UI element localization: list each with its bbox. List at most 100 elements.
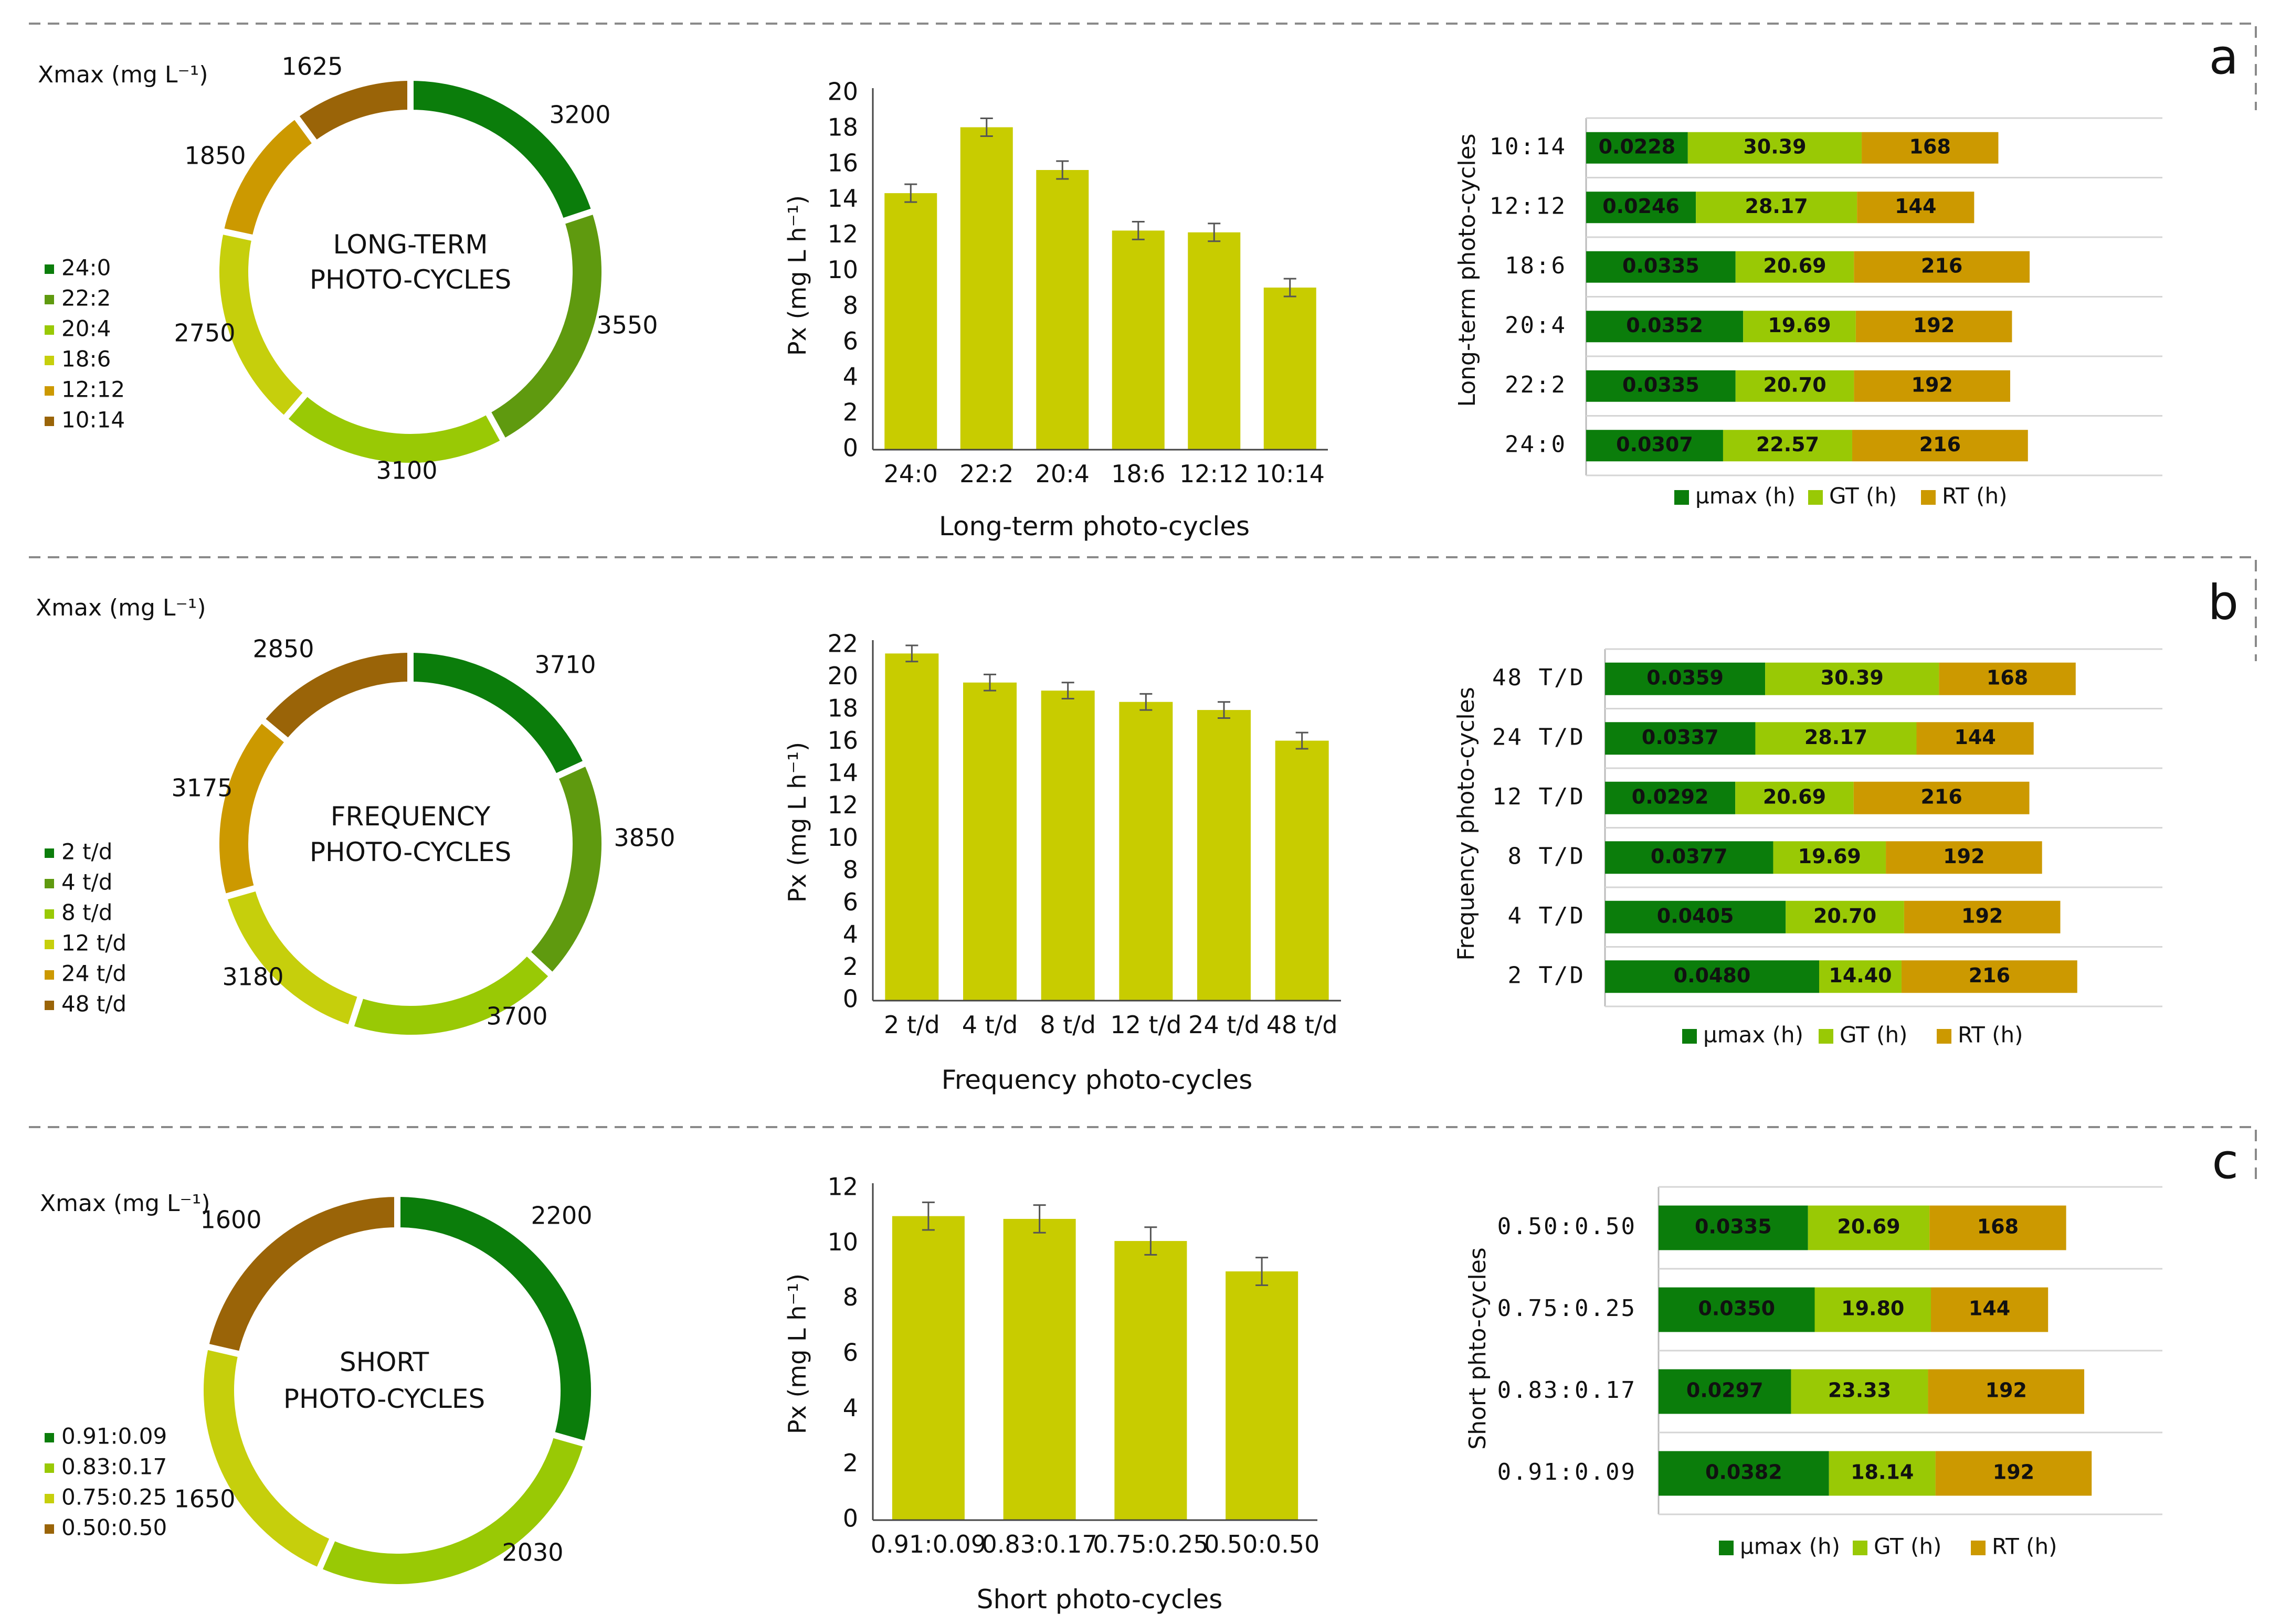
hbar-segment-label: 0.0405 [1657, 904, 1734, 927]
bar-0.83:0.17 [1003, 1218, 1076, 1520]
legend-swatch [45, 1001, 54, 1010]
legend-label: RT (h) [1942, 483, 2008, 509]
hbar-segment-label: 0.0292 [1632, 785, 1709, 808]
hbar-segment-mu [1586, 311, 1744, 343]
hbar-segment-gt [1814, 1287, 1931, 1332]
hbar-category-label: 8 T/D [1508, 843, 1585, 869]
hbar-segment-mu [1586, 370, 1736, 402]
donut-segment-12:12 [217, 111, 321, 242]
hbar-category-label: 2 T/D [1508, 962, 1585, 989]
legend-swatch [1674, 490, 1689, 505]
error-bar [1144, 1226, 1157, 1256]
donut-title-line-1: SHORT [340, 1347, 429, 1377]
bar-y-tick-label: 10 [827, 256, 858, 284]
hbar-segment-label: 19.69 [1768, 314, 1831, 337]
legend-swatch [45, 264, 54, 274]
legend-swatch [1719, 1541, 1734, 1555]
error-bar [1218, 701, 1230, 719]
donut-chart: Xmax (mg L⁻¹) 3200 3550 3100 2750 1850 1625 L… [38, 52, 658, 485]
donut-value-label: 2850 [252, 635, 314, 663]
bar-y-tick-label: 0 [843, 434, 858, 462]
error-bar [904, 183, 917, 203]
bar-2 t/d [885, 653, 939, 1001]
hbar-segment-gt [1735, 370, 1854, 402]
legend-swatch [45, 1494, 54, 1503]
donut-segment-20:4 [279, 388, 509, 469]
hbar-segment-label: 0.0359 [1646, 666, 1724, 689]
legend-swatch [1819, 1029, 1833, 1044]
bar-y-tick-label: 0 [843, 985, 858, 1013]
bar-y-tick-label: 0 [843, 1504, 858, 1533]
legend-swatch [45, 325, 54, 335]
error-bar [922, 1201, 935, 1231]
bar-0.50:0.50 [1226, 1271, 1298, 1520]
hbar-segment-label: 14.40 [1829, 964, 1892, 987]
bar-x-axis-label: Short photo-cycles [977, 1584, 1223, 1615]
bar-12 t/d [1119, 702, 1173, 1001]
hbar-segment-mu [1605, 662, 1766, 695]
donut-value-labels: 3200 3550 3100 2750 1850 1625 [174, 52, 658, 485]
bar-y-axis-label: Px (mg L h⁻¹) [783, 742, 811, 903]
stacked-bar-legend: µmax (h) GT (h) RT (h) [1719, 1534, 2057, 1559]
bar-y-tick-label: 10 [827, 1228, 858, 1256]
error-bar [984, 673, 996, 692]
bar-y-tick-label: 12 [827, 1173, 858, 1201]
legend-label: GT (h) [1829, 483, 1897, 509]
hbar-segment-rt [1855, 311, 2012, 343]
donut-title-line-2: PHOTO-CYCLES [310, 264, 511, 295]
legend-label: µmax (h) [1695, 483, 1796, 509]
hbar-segment-label: 192 [1913, 314, 1955, 337]
bar-y-tick-label: 2 [843, 1449, 858, 1477]
donut-title-line-2: PHOTO-CYCLES [283, 1384, 485, 1414]
legend-swatch [1921, 490, 1936, 505]
hbar-category-label: 0.75:0.25 [1497, 1295, 1636, 1322]
legend-label: 2 t/d [61, 839, 112, 865]
legend-swatch [45, 970, 54, 980]
error-bar [980, 118, 993, 137]
hbar-segment-rt [1854, 370, 2010, 402]
panel-a: a Xmax (mg L⁻¹) 3200 3550 3100 2750 1850 1625… [38, 29, 2239, 542]
error-bar [1132, 220, 1145, 240]
bar-48 t/d [1275, 740, 1329, 1001]
hbar-y-axis-label: Long-term photo-cycles [1454, 133, 1481, 407]
bar-x-tick-label: 0.75:0.25 [1093, 1530, 1208, 1558]
hbar-segment-label: 192 [1912, 373, 1953, 396]
hbar-category-label: 24 T/D [1492, 724, 1585, 750]
donut-value-label: 3100 [376, 457, 437, 485]
donut-value-label: 3850 [614, 824, 675, 852]
hbar-category-label: 4 T/D [1508, 903, 1585, 929]
donut-legend: 2 t/d 4 t/d 8 t/d 12 t/d 24 t/d 48 t/d [45, 839, 126, 1017]
hbar-segment-gt [1829, 1451, 1936, 1496]
bar-y-tick-label: 8 [843, 291, 858, 320]
bar-x-tick-label: 4 t/d [962, 1011, 1018, 1039]
donut-legend: 0.91:0.09 0.83:0.17 0.75:0.25 0.50:0.50 [45, 1424, 167, 1541]
bar-24:0 [884, 193, 937, 450]
xmax-label: Xmax (mg L⁻¹) [40, 1190, 210, 1217]
hbar-segment-label: 216 [1921, 254, 1962, 277]
bar-y-tick-label: 18 [827, 694, 858, 723]
hbar-segment-rt [1916, 722, 2034, 755]
hbar-segment-gt [1735, 251, 1854, 283]
kinetics-stacked-bar-chart: 0.50:0.50 0.0335 20.69 168 0.75:0.25 0.0350 19… [1464, 1186, 2162, 1559]
error-bar [1283, 278, 1296, 298]
panel-letter: b [2208, 575, 2239, 631]
hbar-segment-label: 22.57 [1756, 433, 1819, 456]
hbar-segment-label: 20.70 [1813, 904, 1876, 927]
hbar-segment-gt [1819, 960, 1902, 993]
bar-x-tick-label: 0.91:0.09 [871, 1530, 986, 1558]
hbar-segment-mu [1605, 900, 1786, 933]
legend-label: 0.83:0.17 [61, 1454, 167, 1480]
hbar-segment-label: 144 [1969, 1297, 2010, 1320]
hbar-category-label: 12 T/D [1492, 783, 1585, 810]
bar-y-tick-label: 20 [827, 78, 858, 106]
hbar-segment-label: 0.0377 [1651, 845, 1728, 868]
donut-title-line-2: PHOTO-CYCLES [310, 837, 511, 867]
error-bar [1255, 1257, 1269, 1286]
donut-segment-48 t/d [257, 646, 414, 747]
legend-label: 20:4 [61, 316, 111, 342]
legend-label: 0.75:0.25 [61, 1484, 167, 1510]
hbar-segment-gt [1786, 900, 1904, 933]
donut-value-label: 3550 [596, 311, 658, 339]
bar-x-tick-label: 8 t/d [1040, 1011, 1096, 1039]
